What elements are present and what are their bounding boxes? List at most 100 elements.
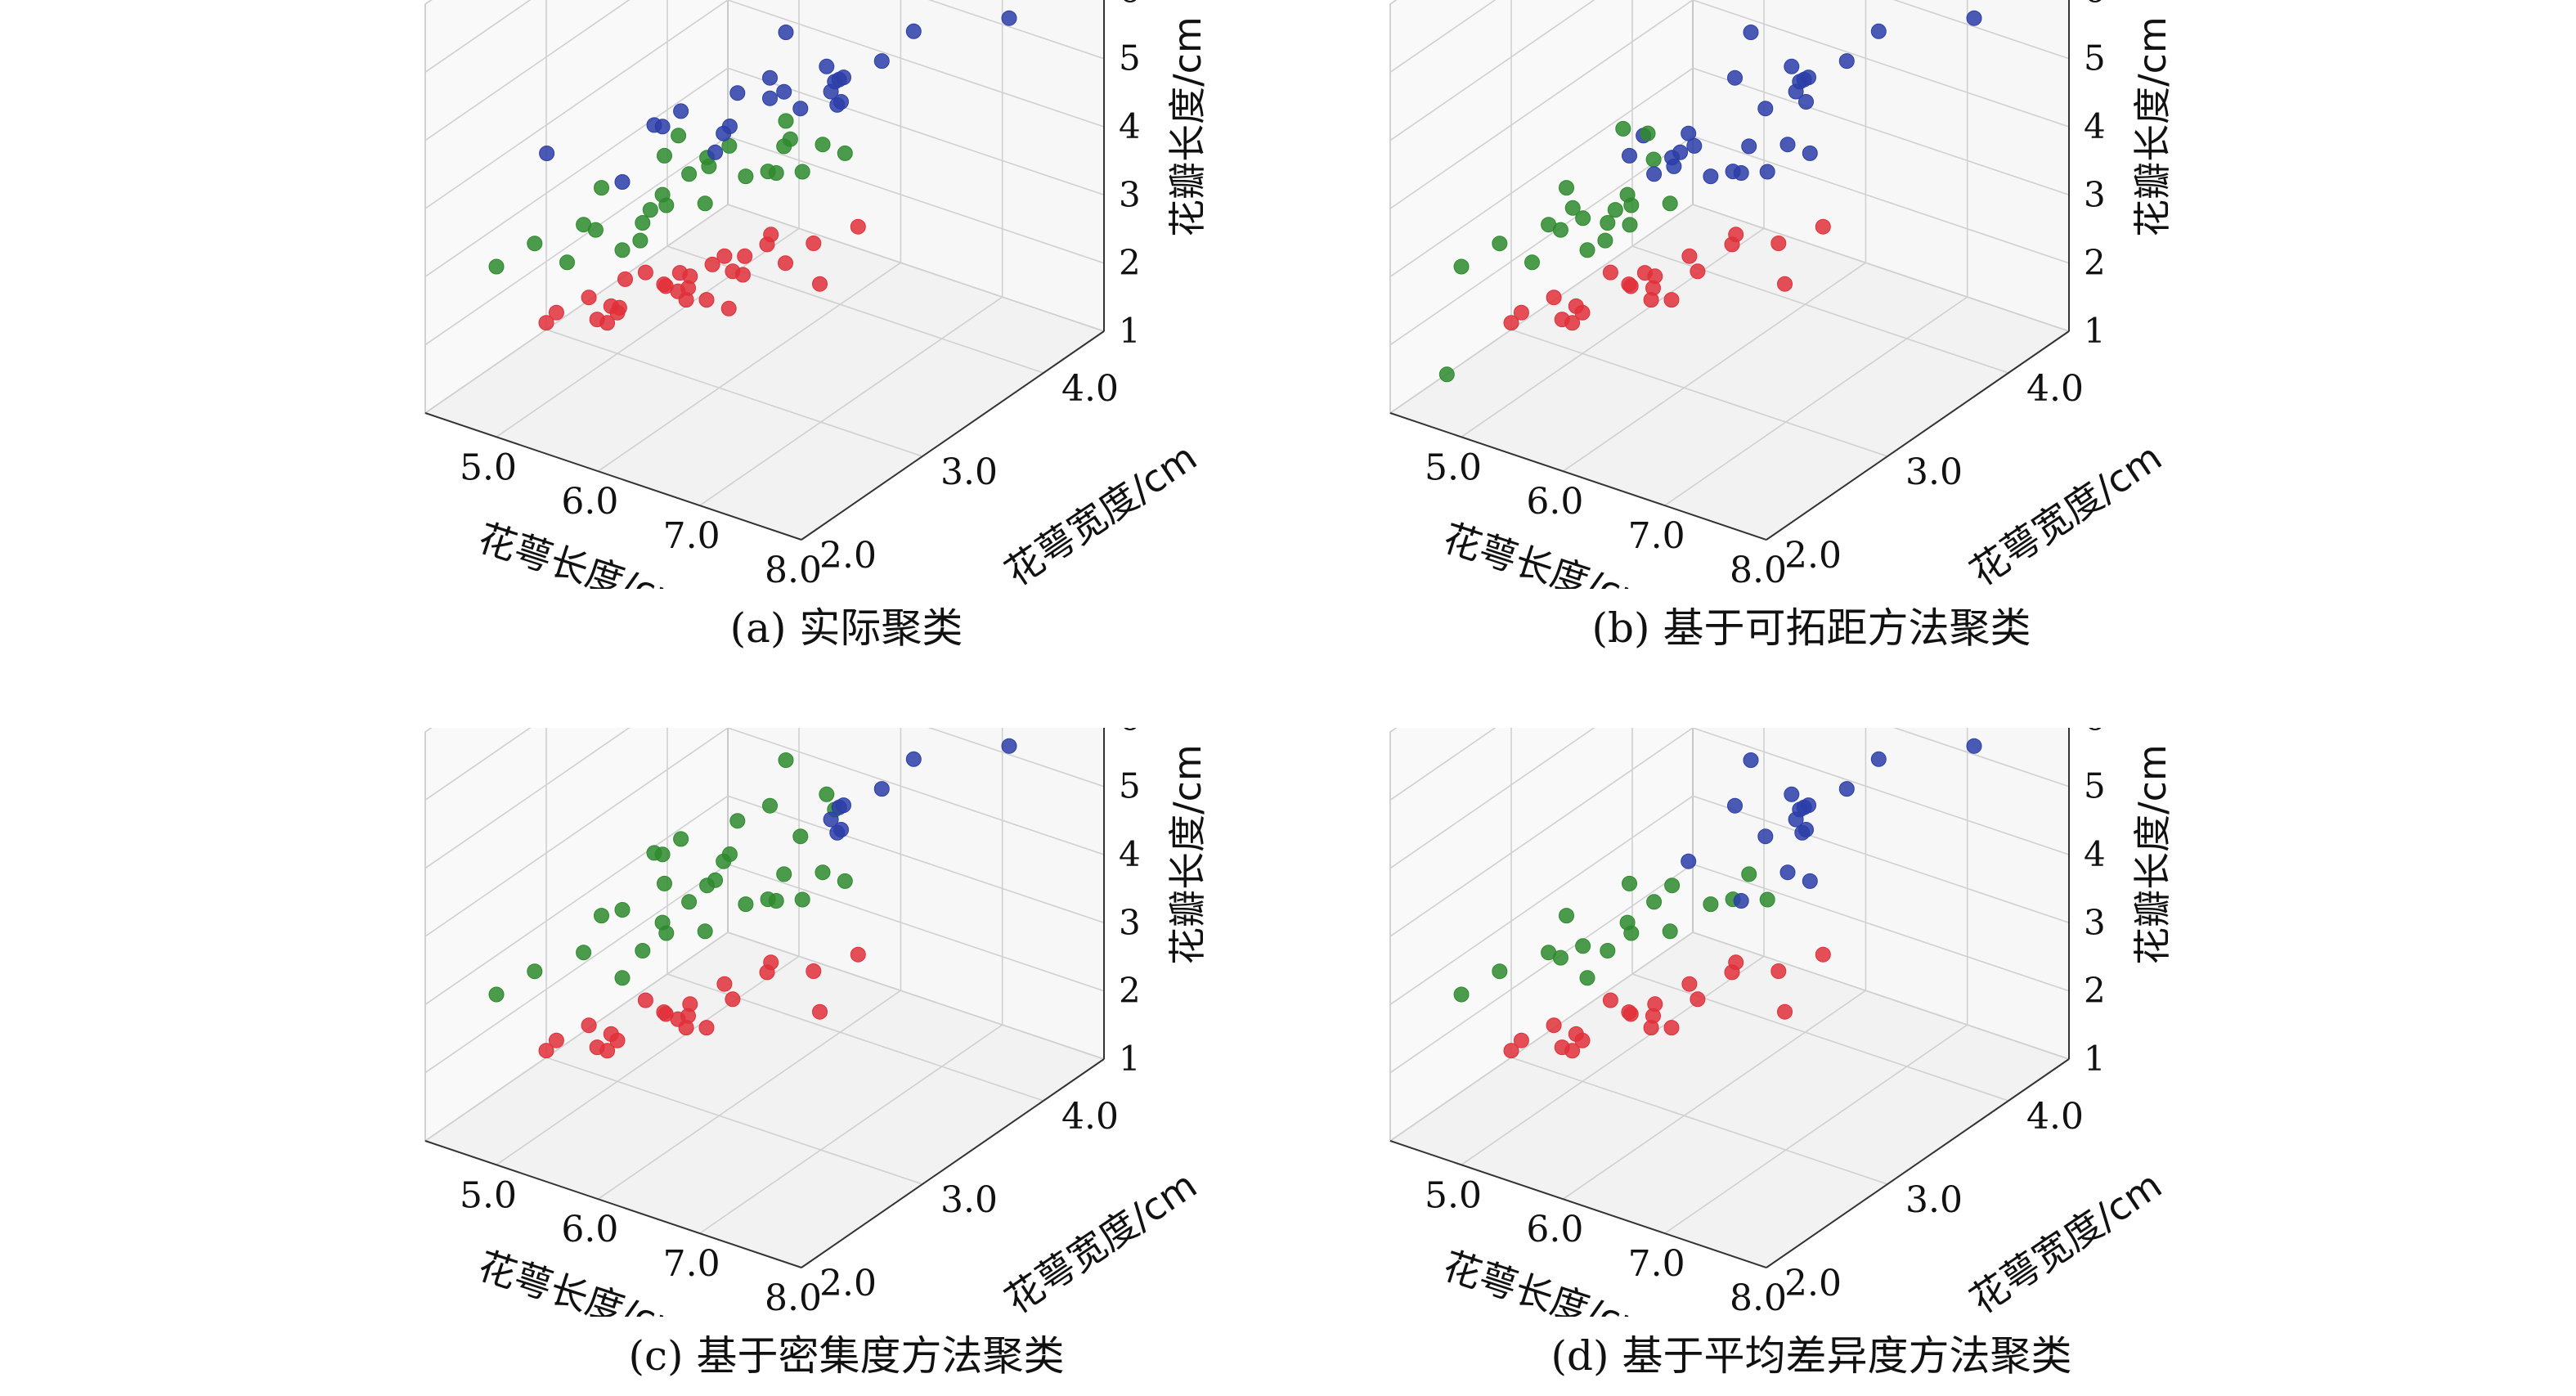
- data-point-cluster-blue: [905, 23, 922, 39]
- data-point-cluster-blue: [1703, 168, 1719, 185]
- data-point-cluster-green: [1664, 878, 1681, 894]
- data-point-cluster-green: [1492, 236, 1508, 252]
- data-point-cluster-blue: [1784, 58, 1800, 74]
- z-tick-label: 4: [2084, 106, 2106, 146]
- data-point-cluster-blue: [1622, 147, 1637, 164]
- data-point-cluster-green: [681, 166, 698, 182]
- data-point-cluster-blue: [1733, 893, 1749, 909]
- data-point-cluster-red: [656, 276, 672, 293]
- x-tick-label: 5.0: [1425, 447, 1482, 488]
- data-point-cluster-red: [637, 264, 653, 281]
- x-tick-label: 5.0: [460, 447, 517, 488]
- z-tick-label: 1: [1119, 311, 1141, 351]
- data-point-cluster-green: [673, 831, 689, 847]
- data-point-cluster-green: [642, 202, 658, 218]
- data-point-cluster-green: [1703, 896, 1719, 913]
- data-point-cluster-blue: [673, 103, 689, 119]
- data-point-cluster-blue: [1802, 873, 1818, 889]
- y-tick-label: 4.0: [2026, 368, 2084, 410]
- data-point-cluster-green: [635, 943, 651, 958]
- data-point-cluster-blue: [1646, 166, 1663, 182]
- data-point-cluster-blue: [792, 101, 809, 117]
- data-point-cluster-green: [654, 914, 671, 931]
- data-point-cluster-red: [850, 946, 866, 963]
- scatter3d-plot-a: 5.06.07.08.02.03.04.01234567花萼长度/cm花萼宽度/…: [424, 0, 1209, 589]
- data-point-cluster-blue: [1733, 165, 1749, 181]
- data-point-cluster-red: [720, 300, 737, 316]
- data-point-cluster-blue: [762, 90, 778, 106]
- data-point-cluster-green: [657, 875, 672, 891]
- data-point-cluster-red: [759, 964, 775, 981]
- z-gridline: [1389, 0, 2070, 209]
- data-point-cluster-green: [1646, 894, 1663, 910]
- data-point-cluster-red: [1546, 290, 1562, 306]
- data-point-cluster-red: [734, 267, 751, 283]
- data-point-cluster-red: [778, 255, 793, 272]
- data-point-cluster-red: [716, 248, 733, 264]
- data-point-cluster-red: [1690, 263, 1706, 280]
- x-tick-label: 6.0: [561, 481, 618, 523]
- z-gridline: [1389, 0, 2070, 141]
- x-tick-label: 8.0: [1730, 550, 1787, 589]
- data-point-cluster-green: [1524, 254, 1540, 271]
- data-point-cluster-green: [1615, 120, 1631, 137]
- z-tick-label: 6: [2084, 728, 2106, 738]
- data-point-cluster-red: [1815, 218, 1831, 235]
- y-tick-label: 2.0: [819, 1263, 877, 1304]
- data-point-cluster-blue: [873, 53, 890, 70]
- z-gridline: [1389, 728, 1497, 801]
- z-gridline: [424, 0, 532, 73]
- data-point-cluster-green: [794, 891, 810, 908]
- z-tick-label: 3: [2084, 174, 2106, 214]
- data-point-cluster-green: [1759, 891, 1775, 908]
- data-point-cluster-blue: [1759, 164, 1775, 180]
- x-tick-label: 7.0: [663, 1243, 720, 1285]
- z-tick-label: 4: [2084, 834, 2106, 874]
- data-point-cluster-green: [738, 896, 754, 913]
- data-point-cluster-green: [527, 236, 543, 252]
- data-point-cluster-green: [1564, 200, 1581, 216]
- data-point-cluster-blue: [778, 25, 794, 40]
- data-point-cluster-red: [850, 218, 866, 235]
- data-point-cluster-green: [559, 254, 575, 271]
- data-point-cluster-green: [819, 786, 835, 802]
- data-point-cluster-blue: [823, 811, 839, 828]
- panel-d: 5.06.07.08.02.03.04.01234567花萼长度/cm花萼宽度/…: [1325, 728, 2298, 1390]
- z-gridline: [424, 728, 532, 801]
- data-point-cluster-red: [1770, 236, 1787, 251]
- y-axis-label: 花萼宽度/cm: [1962, 434, 2170, 589]
- data-point-cluster-red: [1663, 292, 1680, 308]
- data-point-cluster-blue: [1743, 752, 1759, 768]
- data-point-cluster-red: [1602, 264, 1618, 281]
- data-point-cluster-blue: [836, 797, 851, 814]
- data-point-cluster-green: [1619, 914, 1636, 931]
- z-gridline: [424, 0, 1105, 141]
- data-point-cluster-red: [1621, 1004, 1637, 1021]
- y-axis-line: [801, 1058, 1105, 1268]
- data-point-cluster-blue: [823, 83, 839, 100]
- y-tick-label: 3.0: [1905, 451, 1963, 493]
- data-point-cluster-blue: [1001, 738, 1017, 754]
- z-tick-label: 6: [1119, 0, 1141, 10]
- z-gridline: [1389, 67, 2070, 277]
- data-point-cluster-green: [792, 828, 809, 845]
- data-point-cluster-red: [1564, 315, 1581, 331]
- data-point-cluster-blue: [1727, 70, 1743, 86]
- x-tick-label: 7.0: [1628, 515, 1685, 557]
- data-point-cluster-green: [1453, 986, 1470, 1003]
- data-point-cluster-green: [729, 813, 746, 829]
- data-point-cluster-red: [698, 292, 715, 308]
- data-point-cluster-green: [614, 902, 631, 918]
- z-tick-label: 5: [1119, 766, 1141, 806]
- data-point-cluster-red: [1690, 991, 1706, 1008]
- z-tick-label: 4: [1119, 834, 1141, 874]
- z-gridline: [424, 795, 1105, 1005]
- data-point-cluster-red: [1564, 1043, 1581, 1059]
- data-point-cluster-green: [576, 217, 592, 233]
- data-point-cluster-green: [815, 137, 831, 153]
- z-tick-label: 1: [1119, 1039, 1141, 1079]
- data-point-cluster-green: [1453, 258, 1470, 275]
- data-point-cluster-green: [1600, 215, 1616, 231]
- data-point-cluster-red: [678, 1020, 694, 1036]
